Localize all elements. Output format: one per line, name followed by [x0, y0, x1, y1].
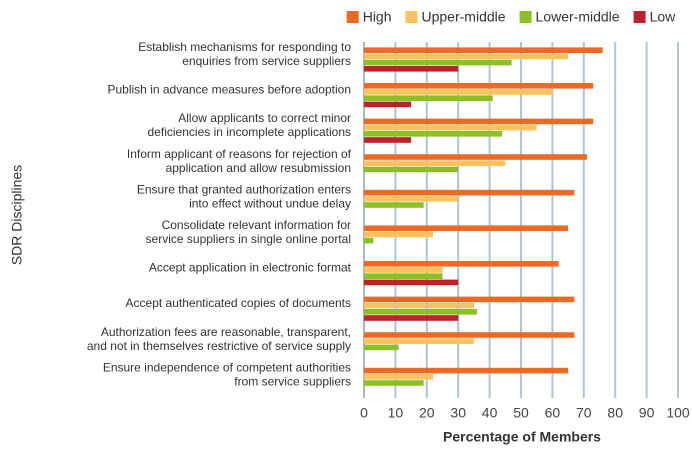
bar	[364, 196, 459, 202]
bar	[364, 237, 374, 244]
y-tick-label: Ensure independence of competent authori…	[103, 360, 351, 374]
bar	[364, 160, 506, 166]
bar	[364, 131, 503, 137]
bar	[364, 202, 424, 208]
legend-swatch	[633, 11, 646, 23]
bar	[364, 344, 399, 351]
bar	[364, 66, 459, 72]
y-tick-label: Ensure that granted authorization enters	[137, 182, 351, 196]
bar	[364, 225, 569, 231]
legend-swatch	[519, 11, 532, 23]
y-tick-label: Allow applicants to correct minor	[178, 111, 351, 125]
x-tick-label: 50	[513, 405, 529, 421]
bar	[364, 261, 559, 267]
y-tick-label: Accept authenticated copies of documents	[126, 296, 351, 310]
legend-swatch	[346, 11, 359, 23]
y-axis-label: SDR Disciplines	[9, 165, 25, 265]
bar	[364, 338, 474, 344]
bar	[364, 273, 443, 279]
y-tick-label: Publish in advance measures before adopt…	[108, 83, 352, 97]
x-tick-label: 70	[576, 405, 592, 421]
y-tick-label: service suppliers in single online porta…	[146, 232, 351, 246]
bar	[364, 166, 459, 173]
legend-label: High	[363, 9, 392, 25]
legend-label: Low	[650, 9, 677, 25]
bar	[364, 137, 412, 143]
x-tick-label: 80	[607, 405, 623, 421]
x-tick-label: 0	[360, 405, 368, 421]
y-tick-label: Accept application in electronic format	[149, 261, 352, 275]
y-tick-label: Establish mechanisms for responding to	[138, 40, 351, 54]
bar	[364, 380, 424, 386]
x-tick-label: 40	[482, 405, 498, 421]
bar	[364, 332, 575, 338]
y-tick-label: enquiries from service suppliers	[182, 54, 351, 68]
bar	[364, 59, 512, 66]
y-tick-label: into effect without undue delay	[189, 196, 351, 210]
bar	[364, 374, 434, 380]
bar	[364, 189, 575, 196]
bar	[364, 89, 553, 95]
x-tick-label: 60	[545, 405, 561, 421]
bar	[364, 296, 575, 303]
bar	[364, 95, 493, 101]
y-tick-label: Consolidate relevant information for	[162, 218, 351, 232]
bar	[364, 315, 459, 321]
bar	[364, 279, 459, 286]
y-tick-label: from service suppliers	[234, 374, 351, 388]
bar	[364, 302, 474, 309]
bar	[364, 83, 594, 89]
y-tick-label: application and allow resubmission	[166, 161, 351, 175]
bar	[364, 309, 478, 315]
bar	[364, 267, 443, 273]
x-tick-label: 30	[450, 405, 466, 421]
x-tick-label: 20	[419, 405, 435, 421]
bar	[364, 47, 603, 53]
legend-label: Lower-middle	[536, 9, 620, 25]
bar	[364, 367, 569, 374]
y-tick-label: and not in themselves restrictive of ser…	[87, 339, 351, 353]
legend-swatch	[405, 11, 418, 23]
bar	[364, 118, 594, 125]
bar	[364, 101, 412, 108]
bar	[364, 53, 569, 60]
legend-label: Upper-middle	[422, 9, 506, 25]
y-tick-label: deficiencies in incomplete applications	[148, 125, 351, 139]
x-tick-label: 10	[388, 405, 404, 421]
bar	[364, 124, 537, 131]
y-tick-label: Authorization fees are reasonable, trans…	[101, 325, 351, 339]
x-tick-label: 100	[666, 405, 690, 421]
x-tick-label: 90	[639, 405, 655, 421]
bar	[364, 154, 587, 160]
x-axis-label: Percentage of Members	[443, 429, 601, 445]
y-tick-label: Inform applicant of reasons for rejectio…	[127, 147, 352, 161]
bar	[364, 231, 434, 238]
